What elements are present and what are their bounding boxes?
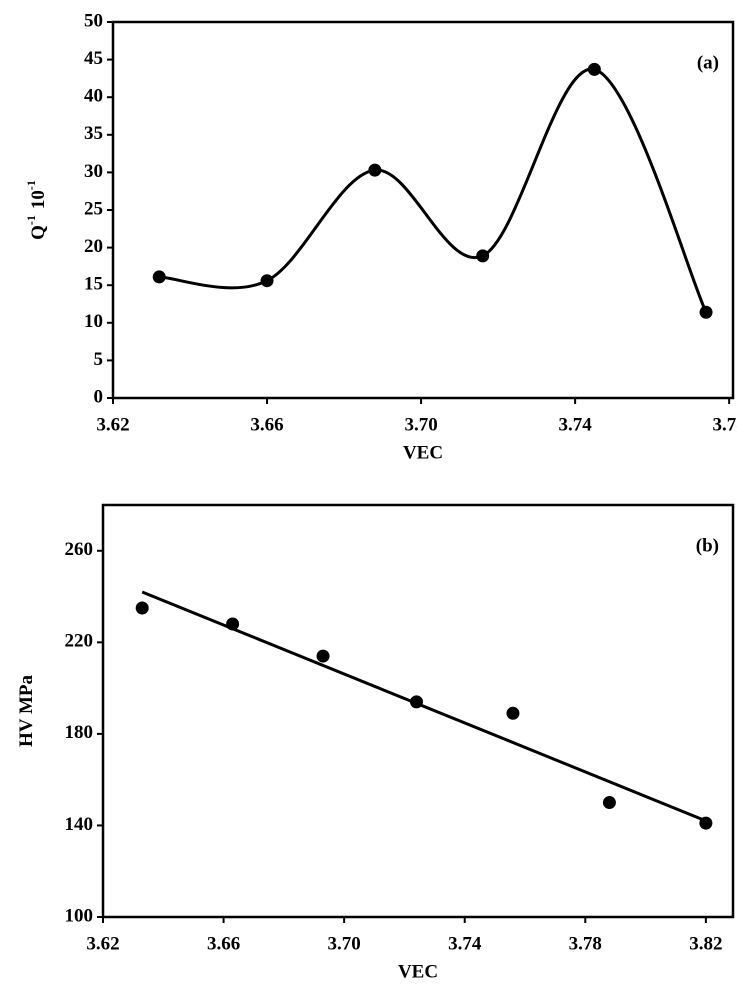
plot-frame bbox=[101, 503, 735, 919]
y-tick-label: 40 bbox=[84, 86, 103, 107]
x-tick-label: 3.82 bbox=[689, 933, 722, 954]
y-label-sup: -1 bbox=[24, 180, 38, 190]
y-tick-label: 45 bbox=[84, 48, 103, 69]
y-label-part: Q bbox=[28, 225, 49, 240]
y-label-part: 10 bbox=[28, 190, 49, 209]
annotation: (a) bbox=[697, 52, 719, 73]
y-tick-label: 140 bbox=[65, 814, 94, 835]
y-tick-label: 35 bbox=[84, 123, 103, 144]
y-label-sup: -1 bbox=[24, 215, 38, 225]
y-tick-label: 220 bbox=[65, 631, 94, 652]
data-point bbox=[476, 249, 490, 263]
y-tick-label: 260 bbox=[65, 539, 94, 560]
y-tick-label: 180 bbox=[65, 722, 94, 743]
y-tick-label: 0 bbox=[94, 386, 104, 407]
x-tick-label: 3.74 bbox=[448, 933, 482, 954]
x-tick-label: 3.70 bbox=[328, 933, 361, 954]
data-point bbox=[226, 617, 240, 631]
y-tick-label: 50 bbox=[84, 10, 103, 31]
data-point bbox=[602, 796, 616, 810]
fit-line bbox=[141, 590, 707, 823]
y-tick-label: 15 bbox=[84, 274, 103, 295]
y-tick-label: 100 bbox=[65, 905, 94, 926]
x-tick-label: 3.78 bbox=[713, 414, 737, 435]
annotation: (b) bbox=[696, 535, 719, 556]
y-tick-label: 5 bbox=[94, 349, 104, 370]
data-line bbox=[159, 67, 708, 313]
x-axis-label: VEC bbox=[398, 961, 438, 982]
data-point bbox=[699, 816, 713, 830]
data-point bbox=[260, 274, 274, 288]
y-axis-label: HV MPa bbox=[16, 675, 37, 747]
x-tick-label: 3.66 bbox=[207, 933, 240, 954]
y-tick-label: 10 bbox=[84, 311, 103, 332]
y-label-part: HV MPa bbox=[16, 675, 37, 747]
data-point bbox=[506, 706, 520, 720]
data-point bbox=[368, 163, 382, 177]
y-tick-label: 30 bbox=[84, 161, 103, 182]
y-tick-label: 20 bbox=[84, 236, 103, 257]
x-tick-label: 3.66 bbox=[250, 414, 283, 435]
x-tick-label: 3.78 bbox=[569, 933, 602, 954]
y-tick-label: 25 bbox=[84, 198, 103, 219]
data-point bbox=[152, 270, 166, 284]
x-tick-label: 3.62 bbox=[86, 933, 119, 954]
x-axis-label: VEC bbox=[403, 442, 443, 463]
x-tick-label: 3.70 bbox=[404, 414, 437, 435]
x-tick-label: 3.62 bbox=[96, 414, 129, 435]
data-point bbox=[409, 695, 423, 709]
data-point bbox=[135, 601, 149, 615]
y-axis-label: Q-110-1 bbox=[24, 180, 50, 240]
data-point bbox=[699, 305, 713, 319]
data-point bbox=[587, 62, 601, 76]
x-tick-label: 3.74 bbox=[558, 414, 592, 435]
data-point bbox=[316, 649, 330, 663]
